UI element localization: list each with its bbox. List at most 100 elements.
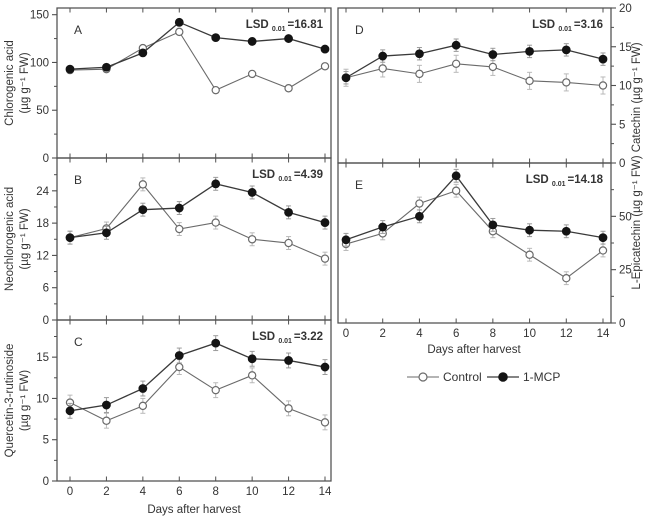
data-point [525, 47, 534, 56]
series-line [345, 44, 604, 79]
data-point [284, 404, 293, 413]
data-point [561, 226, 571, 236]
series-line [69, 366, 326, 423]
data-point [247, 69, 257, 79]
x-tick-label: 0 [67, 486, 73, 498]
data-point [211, 338, 221, 348]
data-point [247, 188, 257, 197]
panel-letter: B [74, 173, 82, 187]
x-tick-label: 6 [453, 328, 459, 340]
y-tick-label: 15 [619, 42, 632, 54]
series-line [345, 63, 604, 87]
data-point [284, 34, 293, 43]
data-point [102, 62, 111, 72]
data-point [598, 81, 608, 90]
y-tick-label: 0 [43, 476, 49, 488]
data-point [138, 180, 148, 189]
data-point [284, 238, 293, 248]
y-tick-label: 5 [619, 119, 625, 131]
x-tick-label: 10 [523, 328, 536, 340]
data-point [320, 362, 330, 372]
x-tick-label: 12 [560, 328, 573, 340]
x-tick-label: 8 [213, 486, 219, 498]
data-point [65, 233, 75, 243]
y-tick-label: 5 [43, 435, 49, 447]
series-Control [341, 54, 608, 95]
y-axis-title-units: (µg g⁻¹ FW) [19, 52, 31, 113]
y-tick-label: 18 [36, 218, 49, 230]
x-axis-title: Days after harvest [427, 344, 521, 356]
data-point [284, 356, 293, 365]
data-point [247, 354, 257, 364]
y-axis-title: Quercetin-3-rutinoside [4, 344, 16, 458]
panel-A: 0 50 100 150 A LSD 0.01 =16.81 Chlorogenic aci… [4, 7, 332, 165]
series-line [345, 190, 604, 279]
data-point [102, 228, 111, 238]
data-point [320, 254, 330, 263]
series-1-MCP [341, 168, 608, 247]
x-tick-label: 12 [282, 486, 295, 498]
x-tick-label: 4 [416, 328, 423, 340]
panel-D: 0 5 10 15 20 D LSD 0.01 =3.16 [337, 3, 632, 170]
x-tick-label: 2 [380, 328, 386, 340]
data-point [415, 49, 424, 59]
x-tick-label: 8 [490, 328, 496, 340]
data-point [247, 235, 257, 244]
legend-item-1-MCP: 1-MCP [487, 370, 560, 384]
y-tick-label: 0 [619, 318, 625, 330]
data-point [451, 40, 461, 50]
data-point [451, 171, 461, 181]
x-tick-label: 10 [246, 486, 259, 498]
panel-letter: E [355, 178, 363, 192]
data-point [320, 218, 330, 227]
series-1-MCP [65, 176, 330, 245]
data-point [174, 17, 184, 27]
y-axis-title: Neochlorogenic acid [4, 187, 16, 291]
data-point [174, 203, 184, 213]
data-point [525, 225, 534, 235]
data-point [284, 207, 293, 217]
panel-E: 0 2 4 6 8 10 12 14 Days after harvest 0 25 50 E LSD 0… [337, 162, 632, 356]
data-point [320, 418, 330, 427]
series-line [69, 342, 326, 412]
data-point [488, 50, 498, 59]
data-point [378, 51, 388, 61]
series-1-MCP [65, 335, 330, 419]
data-point [415, 199, 424, 208]
y-axis-title: Chlorogenic acid [4, 40, 16, 126]
data-point [451, 186, 461, 195]
x-tick-label: 14 [319, 486, 332, 498]
data-point [378, 222, 388, 232]
legend-item-Control: Control [407, 370, 482, 384]
y-tick-label: 15 [36, 352, 49, 364]
y-tick-label: 100 [30, 57, 49, 69]
y-tick-label: 6 [43, 283, 49, 295]
y-tick-label: 50 [619, 211, 632, 223]
data-point [488, 62, 498, 72]
panel-letter: C [74, 335, 83, 349]
data-point [211, 385, 220, 395]
data-point [102, 416, 111, 425]
panel-letter: A [74, 23, 82, 37]
legend-label: 1-MCP [523, 370, 560, 384]
y-tick-label: 24 [36, 186, 49, 198]
y-tick-label: 50 [36, 105, 49, 117]
series-line [69, 183, 326, 260]
x-axis-title: Days after harvest [147, 504, 241, 516]
data-point [65, 64, 75, 74]
data-point [525, 250, 534, 259]
open-circle-icon [418, 372, 428, 382]
filled-circle-icon [498, 372, 508, 382]
data-point [65, 406, 75, 416]
panel-C: 0 2 4 6 8 10 12 14 Days after harvest 0 5 10 15 C LSD … [4, 319, 332, 516]
data-point [598, 54, 608, 64]
data-point [211, 33, 221, 43]
y-tick-label: 0 [43, 153, 49, 165]
data-point [598, 233, 608, 243]
lsd-label: LSD 0.01 =16.81 [246, 19, 324, 33]
lsd-label: LSD 0.01 =4.39 [252, 169, 323, 183]
y-tick-label: 12 [36, 250, 49, 262]
series-Control [65, 177, 330, 266]
